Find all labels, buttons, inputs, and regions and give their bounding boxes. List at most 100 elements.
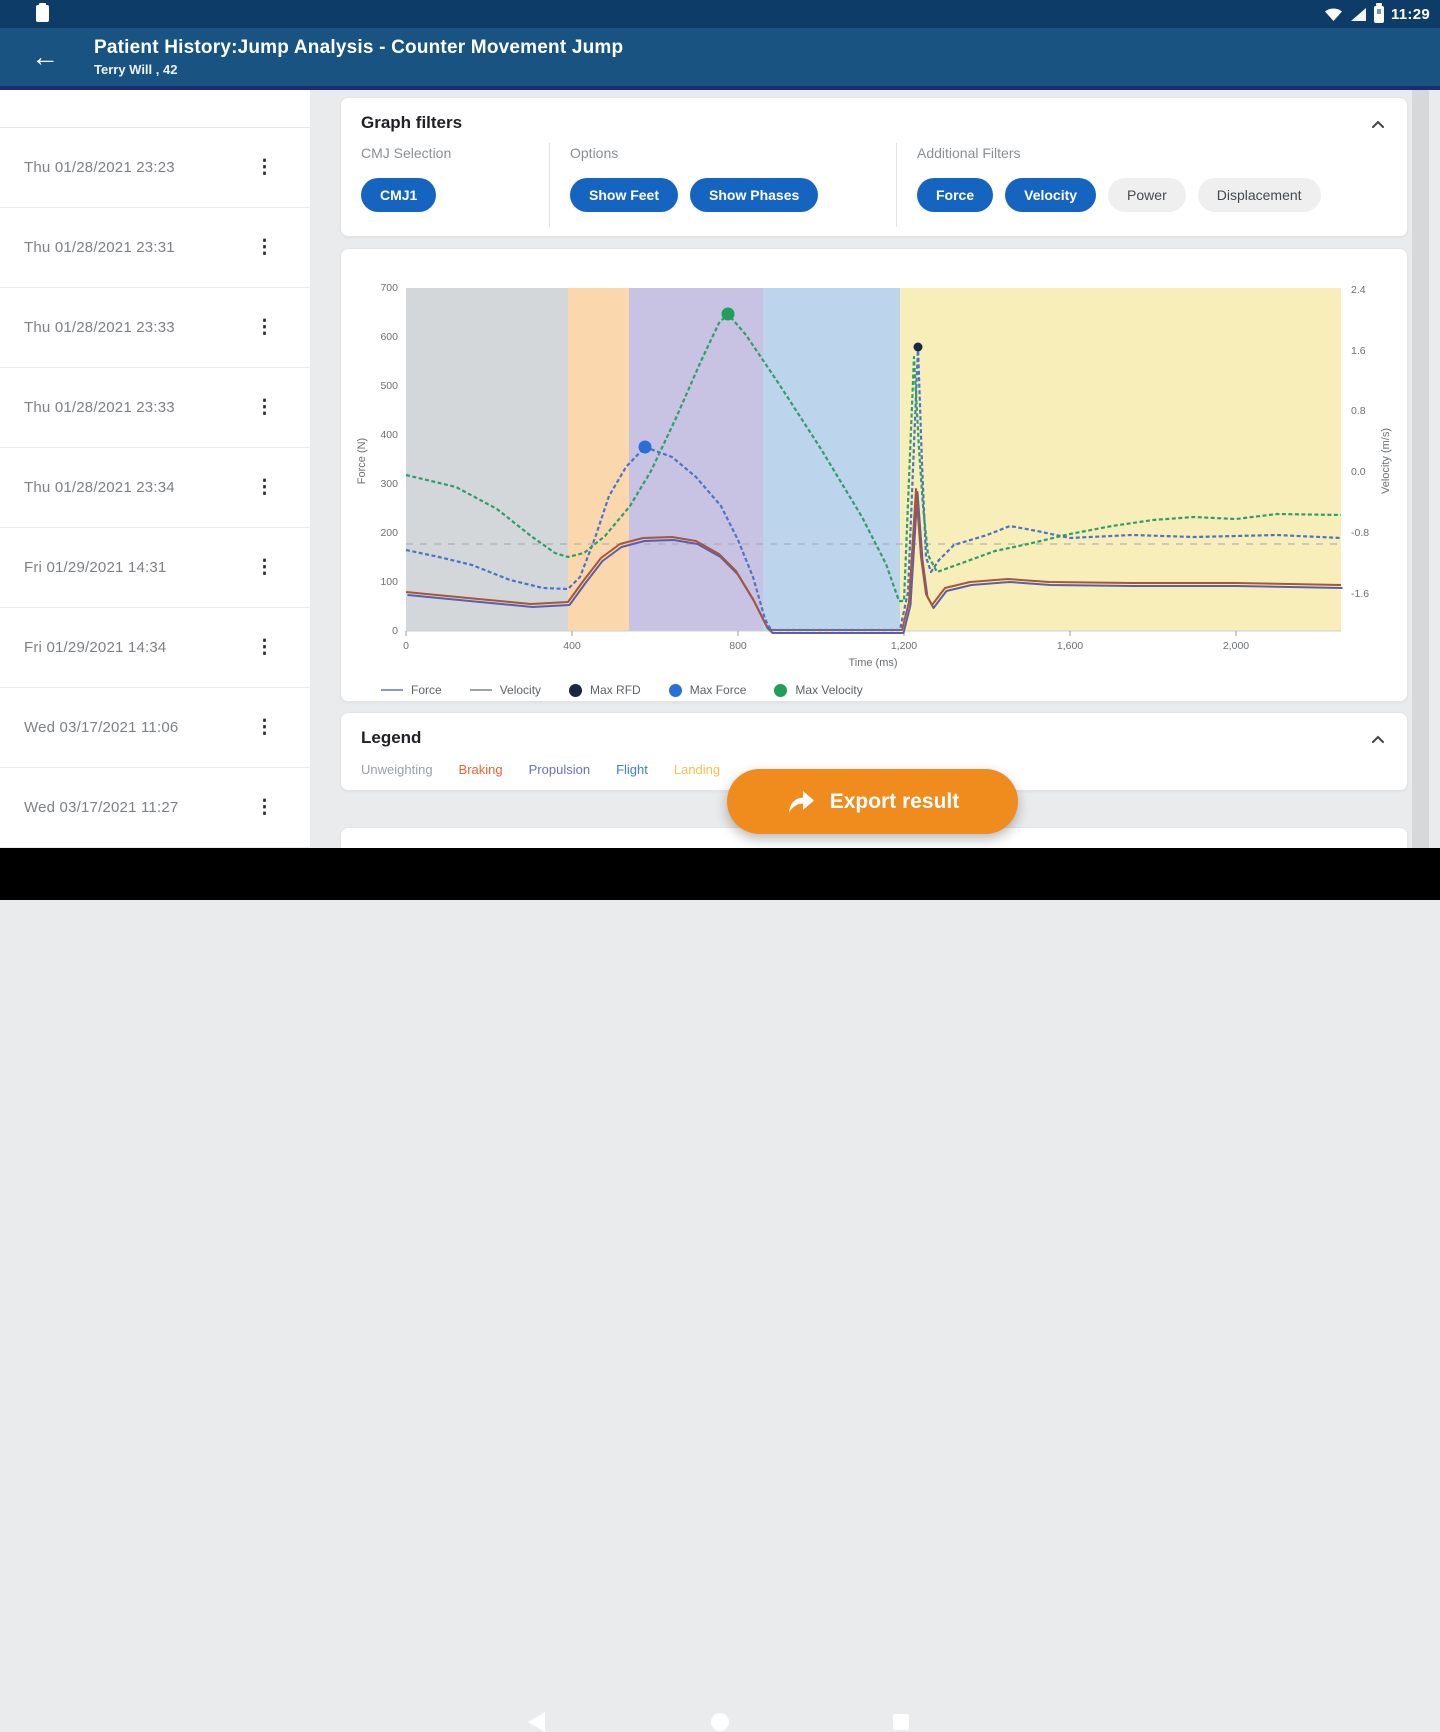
legend-force: Force bbox=[381, 683, 442, 697]
list-item[interactable]: Thu 01/28/2021 23:31 ⋮ bbox=[0, 208, 310, 288]
graph-filters-title: Graph filters bbox=[361, 113, 463, 132]
more-options-icon[interactable]: ⋮ bbox=[255, 157, 274, 178]
velocity-filter-button[interactable]: Velocity bbox=[1005, 178, 1097, 212]
more-options-icon[interactable]: ⋮ bbox=[255, 797, 274, 818]
time-axis-ticks: 0 400 800 1,200 1,600 2,000 bbox=[403, 640, 1249, 652]
vertical-divider bbox=[549, 143, 550, 227]
svg-text:2.4: 2.4 bbox=[1351, 284, 1366, 296]
phase-label-unweighting: Unweighting bbox=[361, 762, 433, 777]
more-options-icon[interactable]: ⋮ bbox=[255, 237, 274, 258]
battery-icon bbox=[1373, 2, 1384, 23]
force-line-swatch bbox=[381, 689, 403, 691]
max-rfd-marker bbox=[913, 342, 923, 352]
page-title: Patient History:Jump Analysis - Counter … bbox=[94, 37, 624, 58]
svg-text:1,600: 1,600 bbox=[1057, 640, 1083, 652]
force-filter-button[interactable]: Force bbox=[917, 178, 994, 212]
phase-braking bbox=[568, 288, 629, 631]
more-options-icon[interactable]: ⋮ bbox=[255, 397, 274, 418]
app-bar: ← Patient History:Jump Analysis - Counte… bbox=[0, 28, 1440, 86]
patient-name: Terry Will , 42 bbox=[94, 62, 178, 77]
more-options-icon[interactable]: ⋮ bbox=[255, 637, 274, 658]
cmj-chart-card: 700 600 500 400 300 200 100 0 2.4 1.6 0.… bbox=[340, 248, 1408, 702]
session-date: Fri 01/29/2021 14:31 bbox=[24, 559, 167, 576]
time-axis-label: Time (ms) bbox=[848, 657, 897, 669]
session-date: Thu 01/28/2021 23:34 bbox=[24, 479, 175, 496]
series-legend: Force Velocity Max RFD Max Force Max Vel… bbox=[341, 674, 1407, 706]
svg-text:600: 600 bbox=[380, 331, 398, 343]
export-result-button[interactable]: Export result bbox=[727, 769, 1018, 834]
collapse-chevron-icon[interactable] bbox=[1371, 731, 1385, 746]
list-item[interactable]: Thu 01/28/2021 23:34 ⋮ bbox=[0, 448, 310, 528]
max-force-dot-icon bbox=[668, 683, 682, 697]
force-axis-ticks: 700 600 500 400 300 200 100 0 bbox=[380, 282, 398, 637]
collapse-chevron-icon[interactable] bbox=[1371, 116, 1385, 131]
filter-group-label: CMJ Selection bbox=[361, 145, 452, 161]
more-options-icon[interactable]: ⋮ bbox=[255, 557, 274, 578]
graph-filters-card: Graph filters CMJ Selection CMJ1 Options… bbox=[340, 97, 1408, 237]
android-navigation-bar bbox=[0, 848, 1440, 1732]
show-phases-button[interactable]: Show Phases bbox=[690, 178, 819, 212]
legend-max-rfd: Max RFD bbox=[569, 683, 641, 697]
session-date: Fri 01/29/2021 14:34 bbox=[24, 639, 167, 656]
signal-icon bbox=[1350, 7, 1366, 21]
phase-labels: Unweighting Braking Propulsion Flight La… bbox=[341, 762, 1407, 777]
max-velocity-dot-icon bbox=[774, 683, 788, 697]
phase-label-flight: Flight bbox=[616, 762, 648, 777]
phase-landing bbox=[900, 288, 1341, 631]
force-curve bbox=[405, 345, 1342, 632]
more-options-icon[interactable]: ⋮ bbox=[255, 317, 274, 338]
session-date: Thu 01/28/2021 23:23 bbox=[24, 159, 175, 176]
svg-text:400: 400 bbox=[380, 429, 398, 441]
list-item[interactable]: Wed 03/17/2021 11:06 ⋮ bbox=[0, 688, 310, 768]
list-item[interactable]: Fri 01/29/2021 14:31 ⋮ bbox=[0, 528, 310, 608]
more-options-icon[interactable]: ⋮ bbox=[255, 477, 274, 498]
more-options-icon[interactable]: ⋮ bbox=[255, 717, 274, 738]
session-date: Thu 01/28/2021 23:31 bbox=[24, 239, 175, 256]
phase-label-braking: Braking bbox=[458, 762, 503, 777]
legend-max-force: Max Force bbox=[668, 683, 746, 697]
show-feet-button[interactable]: Show Feet bbox=[570, 178, 679, 212]
force-axis-label: Force (N) bbox=[356, 438, 368, 484]
status-bar: 11:29 bbox=[0, 0, 1440, 28]
list-item[interactable]: Thu 01/28/2021 23:33 ⋮ bbox=[0, 368, 310, 448]
svg-text:100: 100 bbox=[380, 576, 398, 588]
svg-text:500: 500 bbox=[380, 380, 398, 392]
filter-group-label: Options bbox=[570, 145, 619, 161]
svg-text:1.6: 1.6 bbox=[1351, 345, 1366, 357]
list-item[interactable]: Fri 01/29/2021 14:34 ⋮ bbox=[0, 608, 310, 688]
list-item[interactable]: Wed 03/17/2021 11:27 ⋮ bbox=[0, 768, 310, 848]
legend-velocity: Velocity bbox=[469, 683, 541, 697]
nav-home-icon[interactable] bbox=[711, 1713, 729, 1731]
session-date: Thu 01/28/2021 23:33 bbox=[24, 319, 175, 336]
phase-flight bbox=[763, 288, 900, 631]
svg-text:-0.8: -0.8 bbox=[1351, 527, 1369, 539]
wifi-icon bbox=[1324, 7, 1342, 21]
list-item[interactable]: Thu 01/28/2021 23:33 ⋮ bbox=[0, 288, 310, 368]
svg-text:400: 400 bbox=[563, 640, 581, 652]
back-arrow-icon[interactable]: ← bbox=[22, 43, 68, 71]
phase-propulsion bbox=[629, 288, 763, 631]
nav-recents-icon[interactable] bbox=[893, 1714, 909, 1730]
phase-label-landing: Landing bbox=[673, 762, 721, 777]
velocity-line-swatch bbox=[469, 689, 492, 691]
displacement-filter-button[interactable]: Displacement bbox=[1197, 178, 1321, 212]
svg-text:800: 800 bbox=[729, 640, 747, 652]
power-filter-button[interactable]: Power bbox=[1108, 178, 1186, 212]
phase-label-propulsion: Propulsion bbox=[528, 762, 591, 777]
svg-text:200: 200 bbox=[380, 527, 398, 539]
max-velocity-marker bbox=[721, 307, 735, 321]
filter-group-label: Additional Filters bbox=[917, 145, 1021, 161]
max-rfd-dot-icon bbox=[569, 683, 583, 697]
scrollbar[interactable] bbox=[1412, 90, 1429, 848]
cmj1-button[interactable]: CMJ1 bbox=[361, 178, 437, 212]
velocity-axis-ticks: 2.4 1.6 0.8 0.0 -0.8 -1.6 bbox=[1351, 284, 1369, 600]
list-item[interactable]: Thu 01/28/2021 23:23 ⋮ bbox=[0, 128, 310, 208]
session-date: Thu 01/28/2021 23:33 bbox=[24, 399, 175, 416]
svg-text:-1.6: -1.6 bbox=[1351, 588, 1369, 600]
nav-back-icon[interactable] bbox=[528, 1712, 545, 1732]
vertical-divider bbox=[896, 143, 897, 227]
clock-text: 11:29 bbox=[1390, 5, 1430, 23]
foot-force-right-curve bbox=[407, 491, 1343, 634]
share-arrow-icon bbox=[788, 790, 814, 813]
velocity-axis-label: Velocity (m/s) bbox=[1380, 428, 1392, 494]
